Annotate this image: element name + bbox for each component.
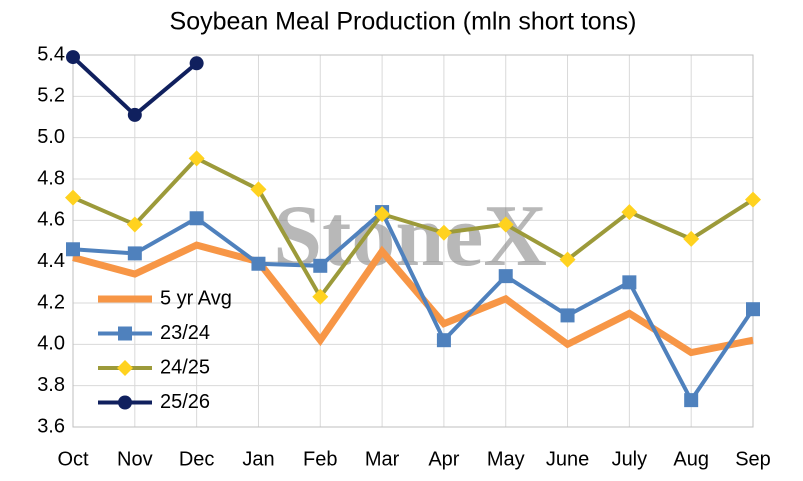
point-marker [189, 211, 204, 226]
legend-label: 5 yr Avg [160, 287, 232, 309]
point-marker [622, 275, 637, 290]
x-tick-label: Dec [179, 448, 215, 470]
x-tick-label: Aug [673, 448, 709, 470]
point-marker [435, 224, 452, 241]
y-tick-label: 3.6 [37, 415, 65, 437]
point-marker [126, 216, 143, 233]
point-marker [498, 269, 513, 284]
point-marker [66, 242, 80, 257]
point-marker [188, 150, 205, 167]
point-marker [497, 216, 514, 233]
plot-border [72, 54, 754, 428]
y-tick-label: 5.4 [37, 43, 65, 65]
legend-label: 25/26 [160, 391, 210, 413]
legend-marker [118, 326, 132, 341]
point-marker [251, 256, 266, 271]
point-marker [189, 56, 204, 71]
legend-marker [118, 395, 132, 410]
y-tick-label: 4.4 [37, 250, 65, 272]
x-tick-label: Oct [57, 448, 89, 470]
x-tick-label: June [546, 448, 589, 470]
y-tick-label: 3.8 [37, 374, 65, 396]
x-tick-label: Jan [242, 448, 274, 470]
point-marker [127, 246, 142, 261]
point-marker [745, 191, 761, 208]
y-tick-label: 4.8 [37, 167, 65, 189]
point-marker [559, 251, 576, 268]
point-marker [313, 258, 328, 273]
y-tick-label: 5.2 [37, 85, 65, 107]
point-marker [66, 50, 80, 65]
point-marker [65, 189, 81, 206]
y-tick-label: 4.0 [37, 333, 65, 355]
point-marker [621, 204, 638, 221]
point-marker [746, 302, 760, 317]
legend-marker [117, 360, 133, 376]
point-marker [683, 230, 700, 247]
y-tick-label: 5.0 [37, 126, 65, 148]
point-marker [250, 181, 267, 198]
x-tick-label: Apr [428, 448, 459, 470]
x-tick-label: Sep [735, 448, 771, 470]
point-marker [560, 308, 575, 323]
legend-label: 24/25 [160, 356, 210, 378]
point-marker [312, 288, 329, 305]
legend-label: 23/24 [160, 322, 210, 344]
x-tick-label: July [612, 448, 648, 470]
point-marker [127, 107, 142, 122]
y-tick-label: 4.2 [37, 291, 65, 313]
series-line [72, 241, 754, 357]
y-tick-label: 4.6 [37, 209, 65, 231]
x-tick-label: May [487, 448, 525, 470]
chart-title: Soybean Meal Production (mln short tons) [170, 8, 637, 36]
point-marker [374, 206, 391, 223]
x-tick-label: Feb [303, 448, 337, 470]
series-line [72, 155, 755, 301]
x-tick-label: Nov [117, 448, 153, 470]
x-tick-label: Mar [365, 448, 400, 470]
point-marker [684, 393, 699, 408]
point-marker [436, 333, 451, 348]
series-line [72, 208, 755, 405]
